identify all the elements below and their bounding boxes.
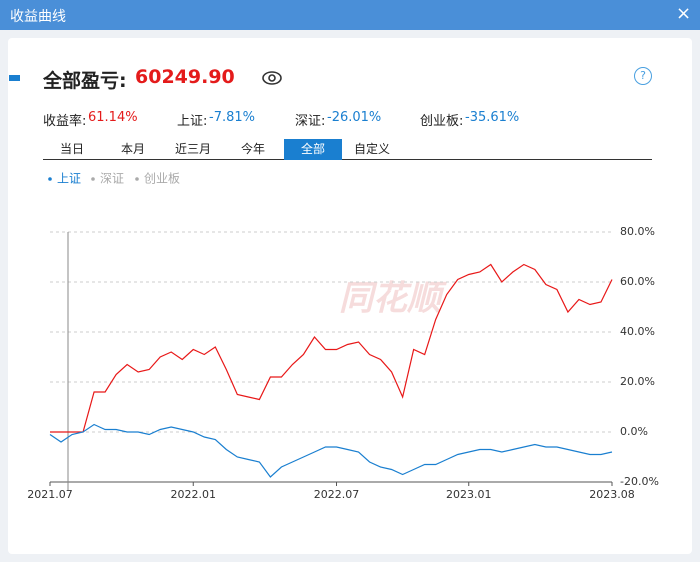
eye-icon[interactable]	[261, 69, 283, 87]
x-tick-label: 2023.08	[589, 488, 635, 501]
stat-label: 深证:	[295, 114, 326, 129]
series-line	[49, 423, 613, 478]
y-tick-label: 20.0%	[620, 375, 655, 388]
y-tick-label: 80.0%	[620, 225, 655, 238]
tab[interactable]: 当日	[59, 142, 84, 156]
tab[interactable]: 近三月	[174, 142, 211, 156]
legend-dot	[135, 177, 139, 181]
legend-item[interactable]: 上证	[57, 172, 81, 186]
x-tick-label: 2022.01	[171, 488, 217, 501]
stat-label: 收益率:	[43, 114, 87, 129]
total-label: 全部盈亏:	[43, 70, 127, 92]
stat-label: 创业板:	[420, 114, 464, 129]
tab[interactable]: 全部	[284, 139, 342, 160]
marker	[9, 75, 20, 81]
window-title: 收益曲线	[10, 9, 66, 25]
tab[interactable]: 本月	[120, 142, 145, 156]
y-tick-label: 0.0%	[620, 425, 648, 438]
legend-dot	[91, 177, 95, 181]
total-value: 60249.90	[135, 66, 235, 88]
stat-value: 61.14%	[88, 110, 138, 125]
stat-value: -26.01%	[327, 110, 382, 125]
legend-item[interactable]: 创业板	[144, 172, 180, 186]
legend-dot	[48, 177, 52, 181]
help-icon[interactable]: ?	[634, 67, 652, 85]
title-bar: 收益曲线 ×	[0, 0, 700, 30]
close-button[interactable]: ×	[676, 3, 692, 24]
stat-label: 上证:	[177, 114, 208, 129]
stat-value: -35.61%	[465, 110, 520, 125]
tab-underline	[43, 159, 652, 160]
panel	[8, 38, 692, 554]
legend-item[interactable]: 深证	[100, 172, 124, 186]
x-tick-label: 2023.01	[446, 488, 492, 501]
y-tick-label: -20.0%	[620, 475, 659, 488]
tab[interactable]: 今年	[240, 142, 265, 156]
stat-value: -7.81%	[209, 110, 255, 125]
series-line	[50, 263, 613, 433]
x-tick-label: 2021.07	[27, 488, 73, 501]
y-tick-label: 60.0%	[620, 275, 655, 288]
y-tick-label: 40.0%	[620, 325, 655, 338]
x-tick-label: 2022.07	[314, 488, 360, 501]
tab[interactable]: 自定义	[353, 142, 390, 156]
watermark: 同花顺	[339, 279, 447, 319]
